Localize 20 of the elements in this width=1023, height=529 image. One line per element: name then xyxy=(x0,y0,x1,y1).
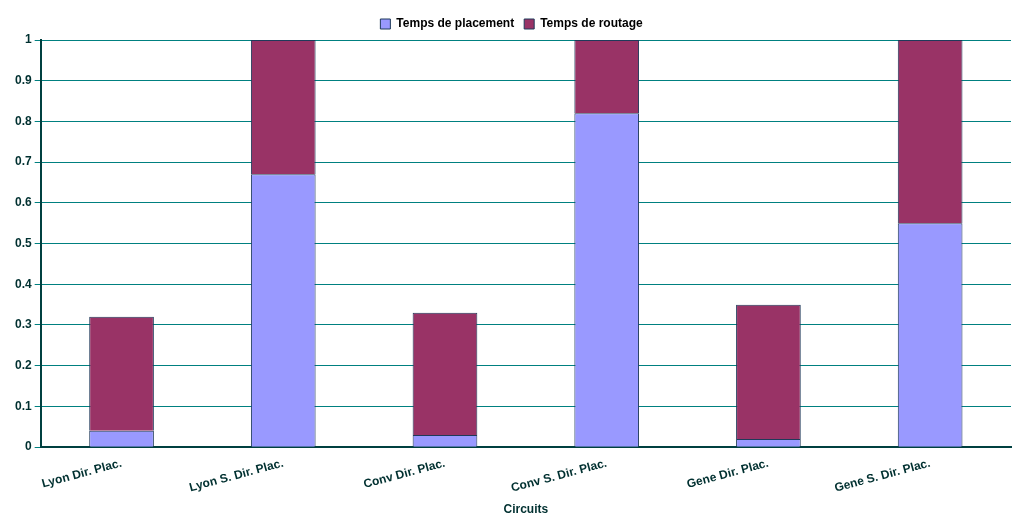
x-tick-label: Lyon Dir. Plac. xyxy=(40,455,124,491)
y-tick-label: 0.5 xyxy=(14,235,32,250)
legend-label: Temps de routage xyxy=(540,16,643,31)
y-tick-label: 0.4 xyxy=(14,276,32,291)
y-tick-label: 0.3 xyxy=(14,317,32,332)
x-tick-label: Lyon S. Dir. Plac. xyxy=(187,455,285,495)
y-tick-label: 0.1 xyxy=(14,398,32,413)
legend-label: Temps de placement xyxy=(396,16,515,31)
y-tick-label: 0.9 xyxy=(14,73,32,88)
x-tick-label: Gene S. Dir. Plac. xyxy=(832,455,932,495)
y-tick-label: 1 xyxy=(24,32,32,47)
y-tick-label: 0.8 xyxy=(14,113,32,128)
x-tick-label: Gene Dir. Plac. xyxy=(685,455,771,491)
y-tick-label: 0.7 xyxy=(14,154,32,169)
y-tick-label: 0 xyxy=(24,439,32,454)
x-tick-label: Conv Dir. Plac. xyxy=(361,455,447,491)
x-axis-title: Circuits xyxy=(503,502,549,517)
x-tick-label: Conv S. Dir. Plac. xyxy=(509,455,609,495)
y-tick-label: 0.2 xyxy=(14,358,32,373)
y-tick-label: 0.6 xyxy=(14,195,32,210)
